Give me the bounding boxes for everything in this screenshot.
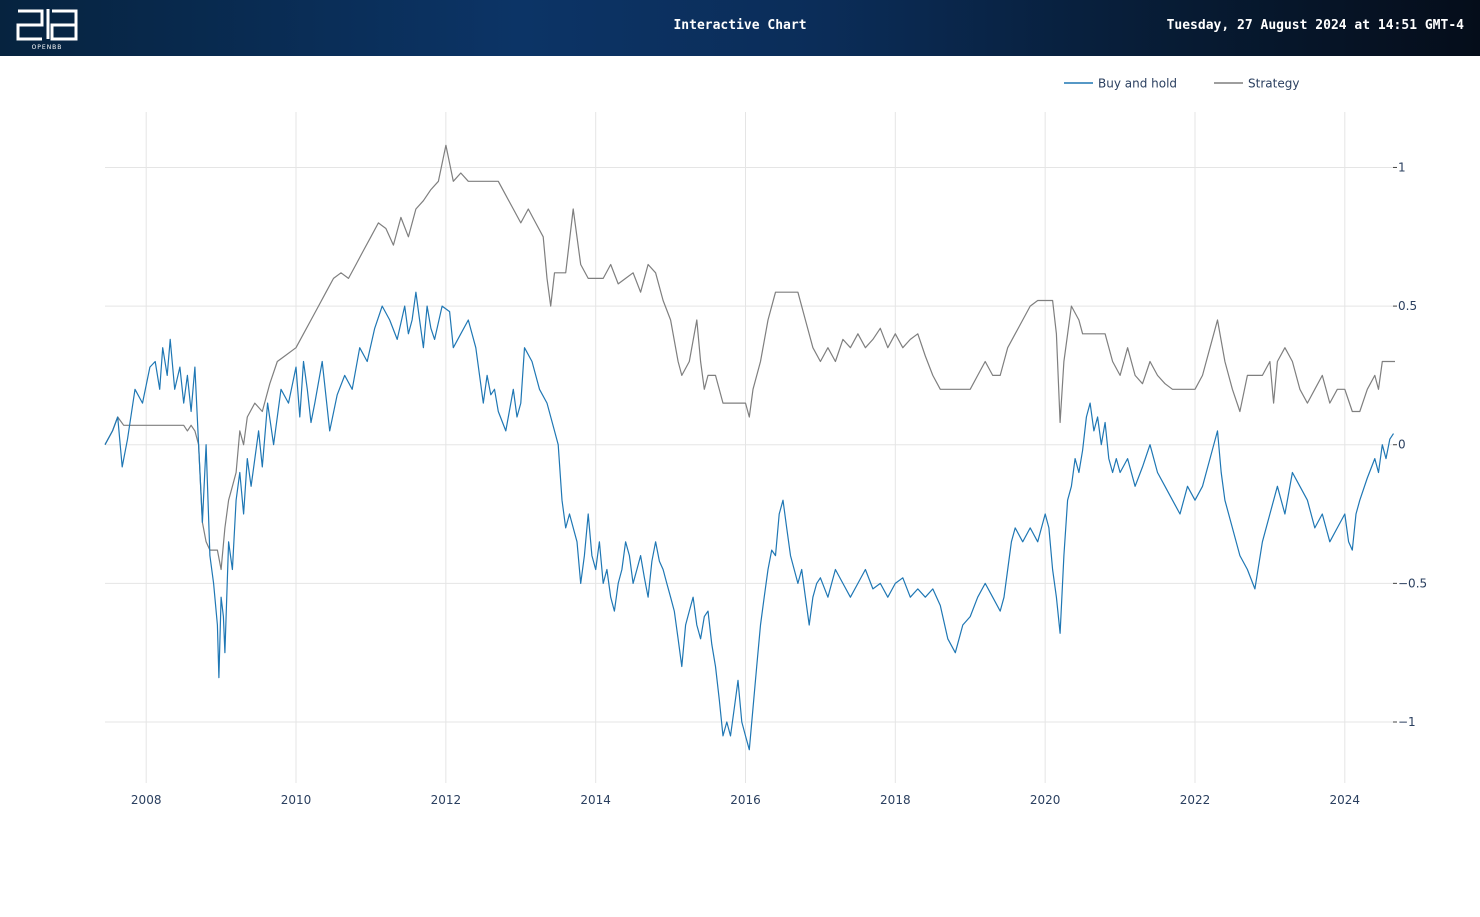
y-tick-label: −1 xyxy=(1398,715,1416,729)
y-tick-label: 0 xyxy=(1398,438,1406,452)
legend-item-buy-and-hold[interactable]: Buy and hold xyxy=(1064,77,1177,91)
y-tick-label: 0.5 xyxy=(1398,299,1417,313)
x-tick-label: 2014 xyxy=(580,793,611,807)
legend-item-strategy[interactable]: Strategy xyxy=(1214,77,1299,91)
x-tick-label: 2012 xyxy=(431,793,462,807)
legend-label: Buy and hold xyxy=(1098,77,1177,91)
series-layer xyxy=(104,144,1395,751)
x-tick-label: 2024 xyxy=(1330,793,1361,807)
logo-text: OPENBB xyxy=(32,44,63,51)
x-tick-label: 2016 xyxy=(730,793,761,807)
x-tick-label: 2020 xyxy=(1030,793,1061,807)
tick-labels: 2008 2010 2012 2014 2016 2018 2020 2022 2024 1 0.5… xyxy=(131,160,1427,807)
timestamp: Tuesday, 27 August 2024 at 14:51 GMT-4 xyxy=(1166,18,1464,33)
series-line-buy-and-hold xyxy=(104,291,1395,751)
line-chart[interactable]: 2008 2010 2012 2014 2016 2018 2020 2022 2024 1 0.5… xyxy=(0,56,1480,917)
y-tick-label: −0.5 xyxy=(1398,576,1427,590)
series-line-strategy xyxy=(104,144,1395,571)
x-tick-label: 2022 xyxy=(1180,793,1211,807)
grid-layer xyxy=(105,112,1397,783)
y-tick-label: 1 xyxy=(1398,160,1406,174)
legend[interactable]: Buy and hold Strategy xyxy=(1064,77,1299,91)
legend-label: Strategy xyxy=(1248,77,1299,91)
header-bar: OPENBB Interactive Chart Tuesday, 27 Aug… xyxy=(0,0,1480,56)
x-tick-label: 2018 xyxy=(880,793,911,807)
x-tick-label: 2010 xyxy=(281,793,312,807)
openbb-logo-icon: OPENBB xyxy=(16,9,78,51)
page-title: Interactive Chart xyxy=(673,18,807,33)
x-tick-label: 2008 xyxy=(131,793,162,807)
